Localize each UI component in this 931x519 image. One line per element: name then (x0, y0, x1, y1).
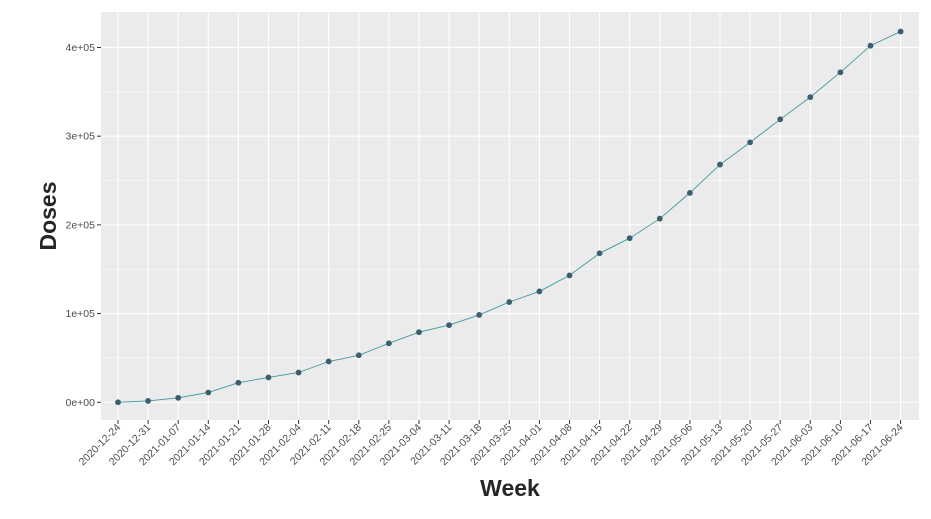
data-point (566, 272, 573, 279)
data-point (687, 190, 693, 196)
data-point (205, 389, 212, 396)
data-point (295, 369, 302, 376)
data-point (115, 399, 121, 406)
data-point (446, 322, 452, 328)
data-point (355, 352, 362, 359)
x-axis-title: Week (480, 475, 540, 501)
y-axis-title: Doses (35, 181, 61, 250)
data-point (325, 358, 332, 365)
data-point (476, 311, 483, 318)
y-axis-ticks: 0e+00 1e+05 2e+05 3e+05 4e+05 (66, 42, 101, 409)
data-point (596, 250, 603, 257)
data-point (897, 28, 904, 35)
data-point (656, 215, 663, 222)
data-point (175, 394, 182, 401)
y-tick-label: 3e+05 (66, 131, 96, 143)
data-point (626, 235, 633, 242)
data-point (867, 42, 874, 49)
y-tick-label: 1e+05 (66, 308, 96, 320)
y-tick-label: 2e+05 (66, 219, 96, 231)
data-point (837, 69, 844, 76)
minor-gridlines (101, 91, 919, 359)
data-points (115, 28, 904, 406)
data-point (416, 329, 422, 336)
data-point (777, 116, 784, 123)
data-point (807, 94, 814, 101)
data-point (536, 288, 543, 295)
x-axis-ticks: 2020-12-242020-12-312021-01-072021-01-14… (77, 420, 906, 468)
data-point (145, 398, 152, 404)
data-point (235, 379, 242, 386)
data-point (717, 161, 723, 168)
data-point (506, 299, 513, 305)
data-point (265, 374, 272, 381)
y-tick-label: 0e+00 (66, 397, 96, 409)
major-gridlines (101, 12, 919, 420)
data-point (386, 340, 392, 347)
plot-panel (101, 12, 919, 420)
y-tick-label: 4e+05 (66, 42, 96, 54)
data-point (747, 139, 753, 146)
